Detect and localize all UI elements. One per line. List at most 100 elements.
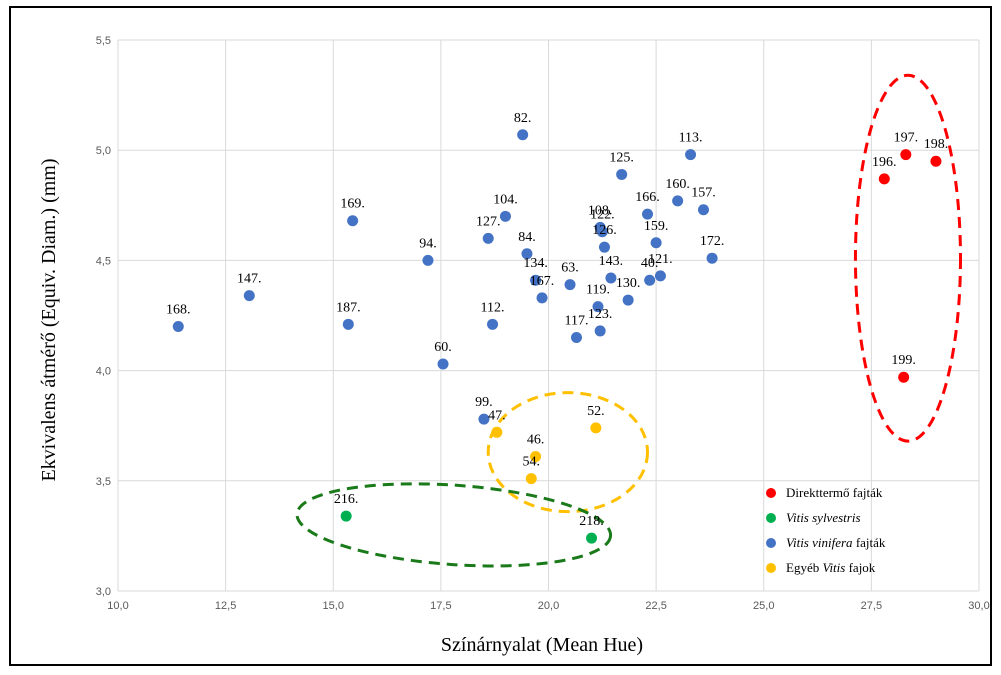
data-point — [340, 510, 352, 522]
data-point — [594, 325, 606, 337]
point-label: 84. — [518, 230, 536, 245]
gridlines — [117, 39, 980, 592]
point-label: 126. — [592, 223, 617, 238]
data-point — [586, 532, 598, 544]
point-label: 159. — [644, 219, 669, 234]
point-label: 198. — [924, 137, 949, 152]
data-point — [697, 204, 709, 216]
data-point — [605, 272, 617, 284]
cluster-ellipse — [486, 391, 650, 514]
legend-marker — [766, 538, 776, 548]
point-label: 167. — [530, 274, 555, 289]
point-label: 130. — [616, 276, 641, 291]
point-label: 172. — [700, 234, 725, 249]
cluster-ellipse — [853, 73, 962, 443]
data-point — [644, 274, 656, 286]
point-label: 166. — [635, 190, 660, 205]
data-point — [525, 473, 537, 485]
y-axis-title: Ekvivalens átmérő (Equiv. Diam.) (mm) — [38, 158, 60, 481]
data-point — [570, 332, 582, 344]
data-points — [172, 129, 942, 544]
data-point — [517, 129, 529, 141]
point-label: 113. — [679, 131, 703, 146]
point-label: 122. — [590, 208, 615, 223]
point-label: 112. — [481, 300, 505, 315]
data-point — [622, 294, 634, 306]
data-point — [878, 173, 890, 185]
point-label: 134. — [523, 256, 548, 271]
data-point — [536, 292, 548, 304]
x-tick-label: 20,0 — [538, 600, 559, 612]
data-point — [642, 208, 654, 220]
legend: Direkttermő fajták Vitis sylvestris Vitis … — [766, 485, 886, 575]
x-tick-label: 22,5 — [645, 600, 666, 612]
point-label: 52. — [587, 404, 605, 419]
data-point — [437, 358, 449, 370]
legend-marker — [766, 563, 776, 573]
point-label: 40. — [641, 256, 659, 271]
legend-entry: Egyéb Vitis fajok — [786, 560, 876, 575]
x-tick-label: 15,0 — [323, 600, 344, 612]
data-point — [482, 232, 494, 244]
x-tick-label: 10,0 — [107, 600, 128, 612]
point-label: 197. — [894, 131, 919, 146]
data-point — [530, 451, 542, 463]
point-label: 216. — [334, 492, 359, 507]
data-point — [930, 155, 942, 167]
data-point — [342, 318, 354, 330]
data-point — [598, 241, 610, 253]
data-point — [521, 248, 533, 260]
y-tick-label: 4,5 — [96, 255, 111, 267]
point-label: 169. — [340, 197, 365, 212]
y-tick-label: 5,5 — [96, 35, 111, 47]
point-label: 196. — [872, 155, 897, 170]
point-label: 82. — [514, 111, 532, 126]
point-label: 125. — [609, 150, 634, 165]
point-label: 143. — [599, 254, 624, 269]
point-label: 123. — [588, 307, 613, 322]
point-label: 94. — [419, 236, 437, 251]
data-point — [243, 290, 255, 302]
data-point — [654, 270, 666, 282]
data-point — [685, 149, 697, 161]
point-label: 104. — [493, 192, 518, 207]
data-point — [900, 149, 912, 161]
y-tick-label: 4,0 — [96, 366, 111, 378]
point-label: 99. — [475, 395, 493, 410]
data-point — [672, 195, 684, 207]
data-point — [491, 426, 503, 438]
data-point — [650, 237, 662, 249]
point-labels: 197. 198. 196. 199. 216. 218. 82. 113. 125. 160. 1… — [166, 111, 948, 529]
point-label: 147. — [237, 272, 262, 287]
point-label: 168. — [166, 303, 191, 318]
point-label: 127. — [476, 214, 501, 229]
data-point — [422, 254, 434, 266]
point-label: 46. — [527, 433, 545, 448]
data-point — [706, 252, 718, 264]
point-label: 54. — [523, 455, 541, 470]
point-label: 160. — [665, 177, 690, 192]
data-point — [499, 210, 511, 222]
cluster-ellipses — [295, 73, 962, 568]
point-label: 199. — [891, 353, 916, 368]
point-label: 47. — [488, 408, 506, 423]
legend-marker — [766, 513, 776, 523]
point-label: 108. — [588, 203, 613, 218]
point-label: 119. — [586, 283, 610, 298]
point-label: 187. — [336, 300, 361, 315]
point-label: 60. — [434, 340, 452, 355]
data-point — [478, 413, 490, 425]
data-point — [596, 226, 608, 238]
data-point — [530, 274, 542, 286]
point-label: 218. — [579, 514, 604, 529]
data-point — [347, 215, 359, 227]
y-tick-label: 3,0 — [96, 586, 111, 598]
chart-frame — [9, 6, 992, 666]
y-tick-label: 5,0 — [96, 145, 111, 157]
data-point — [564, 279, 576, 291]
tick-labels: 10,0 12,5 15,0 17,5 20,0 22,5 25,0 27,5 30,0 3,0 3… — [96, 35, 990, 612]
data-point — [590, 422, 602, 434]
point-label: 121. — [648, 252, 673, 267]
x-tick-label: 30,0 — [968, 600, 989, 612]
